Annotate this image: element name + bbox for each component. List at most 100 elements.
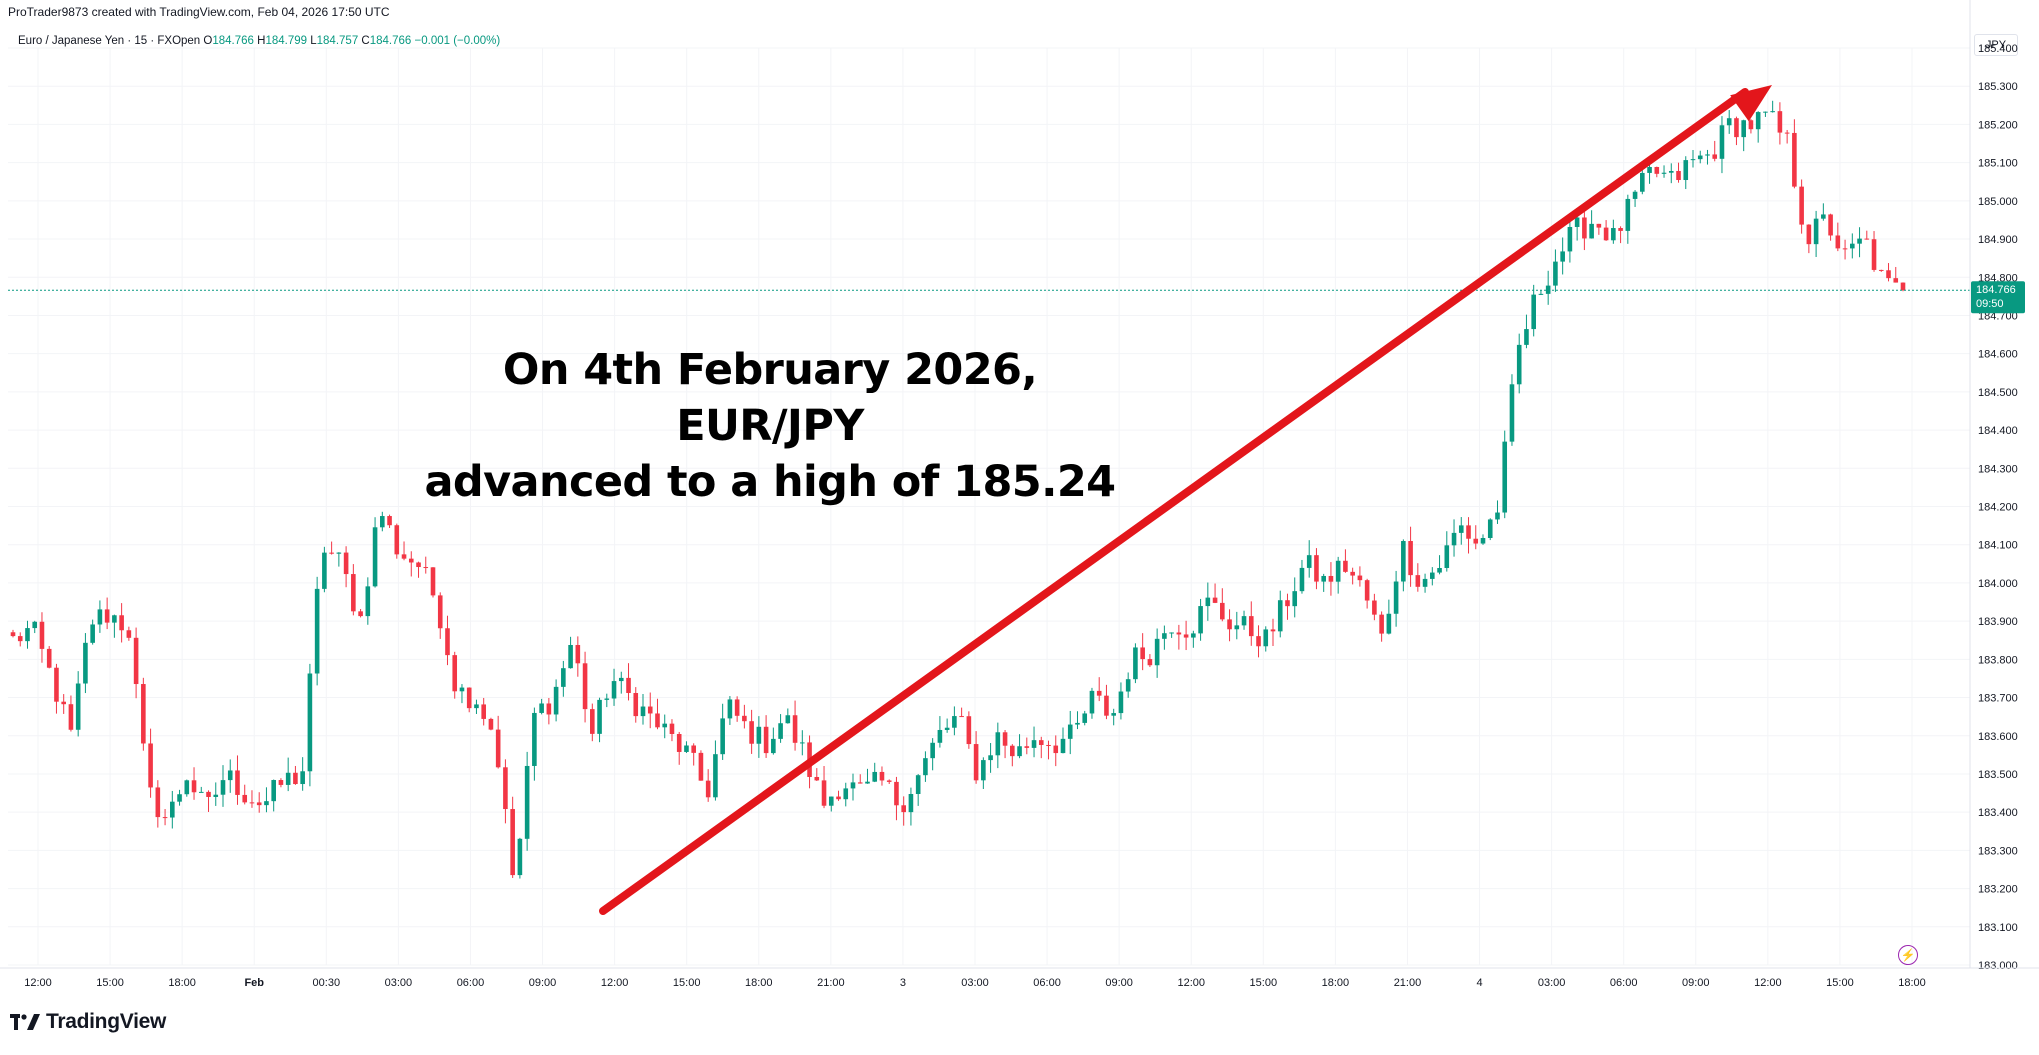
candle-body [915,775,921,795]
price-tick-label: 183.100 [1978,922,2018,934]
candle-body [937,729,943,743]
price-tick-label: 183.800 [1978,654,2018,666]
candle-body [17,636,23,642]
candle-body [1842,248,1848,250]
candle-body [112,615,117,623]
candle-body [1567,226,1573,252]
time-tick-label: 18:00 [1322,977,1350,989]
candle-body [1379,614,1384,634]
brand-name: TradingView [46,1010,167,1033]
candle-body [1458,525,1464,533]
candle-body [532,712,537,766]
candle-body [1784,132,1790,134]
annotation-line-1: On 4th February 2026, EUR/JPY [502,345,1038,451]
candle-body [481,704,486,719]
tradingview-brand[interactable]: TradingView [10,1010,166,1034]
candle-body [604,698,610,700]
candle-body [575,644,581,664]
candle-body [1589,223,1594,239]
candle-body [1893,278,1899,283]
candle-body [1357,575,1363,581]
candle-body [1741,120,1746,138]
price-tick-label: 184.400 [1978,425,2018,437]
candle-body [1386,613,1392,634]
candle-body [1270,629,1276,632]
candle-body [445,628,450,656]
candle-body [1871,239,1877,270]
candle-body [1010,745,1015,757]
time-tick-label: 03:00 [1538,977,1566,989]
candle-body [351,574,356,612]
candle-body [1118,691,1124,714]
price-tag-countdown: 09:50 [1976,298,2004,310]
candle-body [727,699,733,719]
price-tick-label: 184.500 [1978,387,2018,399]
candle-body [1277,600,1283,632]
candle-body [1509,384,1515,442]
price-tick-label: 184.700 [1978,310,2018,322]
candle-body [597,699,602,734]
candle-body [68,704,74,730]
candle-body [1285,600,1290,607]
candle-body [1487,519,1493,538]
candle-body [162,817,168,819]
candle-body [401,554,407,559]
time-tick-label: 03:00 [385,977,413,989]
candle-body [372,527,378,587]
candle-body [133,637,139,685]
candle-body [1191,633,1196,638]
candle-body [242,794,248,803]
price-tag-value: 184.766 [1976,284,2016,296]
symbol-legend[interactable]: Euro / Japanese Yen · 15 · FXOpen O184.7… [18,35,500,47]
candle-body [973,744,979,781]
candle-body [1625,198,1631,231]
candle-body [1401,541,1406,582]
candle-body [836,796,841,800]
candle-body [1038,740,1044,745]
price-tick-label: 183.600 [1978,731,2018,743]
price-chart[interactable]: 185.400 185.300 185.200 185.100 185.000 184.9… [0,0,2039,1000]
candle-body [1306,555,1312,568]
candle-body [220,780,226,795]
candle-body [285,772,291,785]
price-tick-label: 183.700 [1978,693,2018,705]
candle-body [264,801,269,806]
candle-body [800,742,805,744]
candle-body [1770,111,1775,113]
candle-body [1205,597,1211,607]
time-axis: 12:00 15:00 18:00 Feb 00:30 03:00 06:00 09:00 12… [24,977,1926,989]
candle-body [1878,269,1884,271]
candle-body [1531,294,1536,330]
high-label: H [257,35,266,47]
candle-body [1060,738,1066,754]
price-tick-label: 184.100 [1978,540,2018,552]
candle-body [1292,591,1298,607]
time-tick-label: 09:00 [1682,977,1710,989]
candle-body [387,516,392,526]
time-tick-label: 21:00 [817,977,845,989]
open-label: O [203,35,213,47]
candle-body [126,630,132,638]
candle-body [828,796,834,806]
candle-body [1125,679,1131,692]
candle-body [1777,111,1783,133]
price-tick-label: 185.300 [1978,81,2018,93]
price-tick-label: 183.400 [1978,807,2018,819]
candle-body [459,687,465,692]
candle-body [894,781,899,806]
candle-body [1582,217,1587,239]
candle-body [1046,744,1051,746]
lightning-icon[interactable]: ⚡ [1898,945,1918,965]
candle-body [1053,745,1059,754]
time-tick-label: 15:00 [96,977,124,989]
currency-selector[interactable]: JPY [1974,34,2018,56]
candle-body [278,780,284,785]
last-price-tag: 184.766 09:50 [1971,281,2025,314]
candle-body [640,706,646,717]
candle-body [314,588,320,674]
symbol-name[interactable]: Euro / Japanese Yen · 15 · FXOpen [18,35,201,47]
candle-body [1422,578,1428,587]
time-tick-label: 3 [900,977,906,989]
candle-body [1705,154,1710,156]
candle-body [1647,167,1652,173]
